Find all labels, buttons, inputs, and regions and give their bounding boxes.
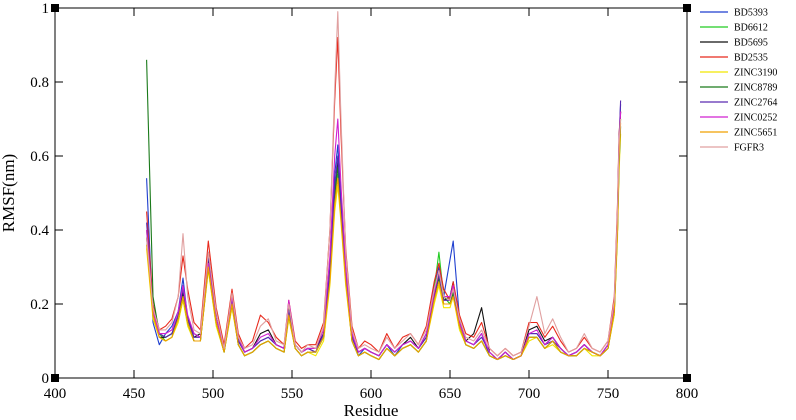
y-tick-label: 0.2	[30, 297, 49, 313]
x-tick-label: 450	[123, 386, 146, 402]
series-layer	[146, 11, 622, 361]
legend-label: ZINC2764	[734, 98, 777, 109]
x-tick-label: 600	[360, 386, 383, 402]
series-line-fgfr3	[146, 11, 622, 357]
corner-marker	[51, 374, 59, 382]
corner-marker	[683, 4, 691, 12]
legend-label: FGFR3	[734, 143, 764, 154]
x-tick-label: 650	[439, 386, 462, 402]
y-tick-label: 0.6	[30, 149, 49, 165]
legend-label: ZINC8789	[734, 83, 777, 94]
legend-label: ZINC0252	[734, 113, 777, 124]
x-tick-label: 700	[518, 386, 541, 402]
x-tick-label: 500	[202, 386, 225, 402]
y-tick-label: 0.8	[30, 75, 49, 91]
legend-label: ZINC5651	[734, 128, 777, 139]
corner-marker	[51, 4, 59, 12]
legend-label: ZINC3190	[734, 68, 777, 79]
legend-label: BD5695	[734, 38, 768, 49]
x-tick-label: 400	[44, 386, 67, 402]
y-tick-label: 0.4	[30, 223, 49, 239]
series-line-zinc5651	[146, 122, 622, 361]
legend: BD5393 BD6612 BD5695 BD2535 ZINC3190 ZINC8789…	[700, 8, 777, 154]
y-tick-label: 1	[42, 1, 50, 17]
legend-label: BD6612	[734, 23, 768, 34]
x-tick-label: 550	[281, 386, 304, 402]
ticks-layer: 400 450 500 550 600 650 700 750 800 0 0.2 0.4 0.6 0.8…	[30, 1, 698, 402]
legend-label: BD5393	[734, 8, 768, 19]
plot-area-frame	[54, 7, 688, 379]
y-axis-label: RMSF(nm)	[0, 154, 18, 232]
legend-label: BD2535	[734, 53, 768, 64]
corner-marker	[683, 374, 691, 382]
x-axis-label: Residue	[344, 401, 399, 420]
x-tick-label: 800	[676, 386, 699, 402]
x-tick-label: 750	[597, 386, 620, 402]
y-tick-label: 0	[42, 371, 50, 387]
series-line-bd2535	[146, 37, 622, 357]
